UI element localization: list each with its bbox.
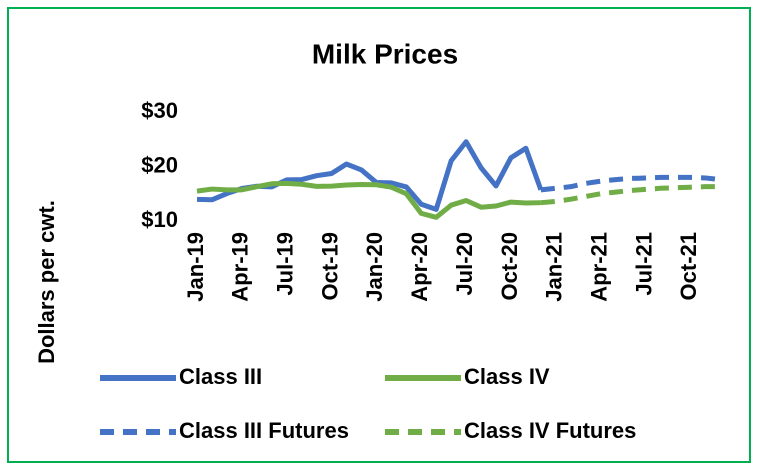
- x-tick-label: Jan-19: [183, 232, 208, 302]
- x-tick-label: Oct-20: [497, 232, 522, 300]
- x-tick-label: Jul-20: [452, 232, 477, 296]
- y-tick-label: $30: [141, 98, 178, 123]
- legend-label: Class IV: [464, 364, 550, 389]
- series-line: [540, 184, 721, 206]
- legend-label: Class III Futures: [179, 418, 349, 443]
- legend-label: Class III: [179, 364, 262, 389]
- x-tick-label: Apr-20: [407, 232, 432, 302]
- x-tick-label: Apr-21: [586, 232, 611, 302]
- x-tick-label: Jul-19: [273, 232, 298, 296]
- chart-title: Milk Prices: [312, 38, 458, 69]
- x-tick-label: Apr-19: [228, 232, 253, 302]
- y-tick-label: $20: [141, 152, 178, 177]
- series-line: [540, 174, 721, 193]
- x-tick-label: Jan-21: [542, 232, 567, 302]
- x-tick-label: Oct-19: [317, 232, 342, 300]
- chart-border: [7, 7, 751, 463]
- y-axis-label: Dollars per cwt.: [34, 200, 59, 364]
- y-tick-label: $10: [141, 207, 178, 232]
- series-line: [196, 180, 541, 220]
- legend-label: Class IV Futures: [464, 418, 636, 443]
- x-tick-label: Jan-20: [362, 232, 387, 302]
- x-tick-label: Jul-21: [631, 232, 656, 296]
- x-tick-label: Oct-21: [676, 232, 701, 300]
